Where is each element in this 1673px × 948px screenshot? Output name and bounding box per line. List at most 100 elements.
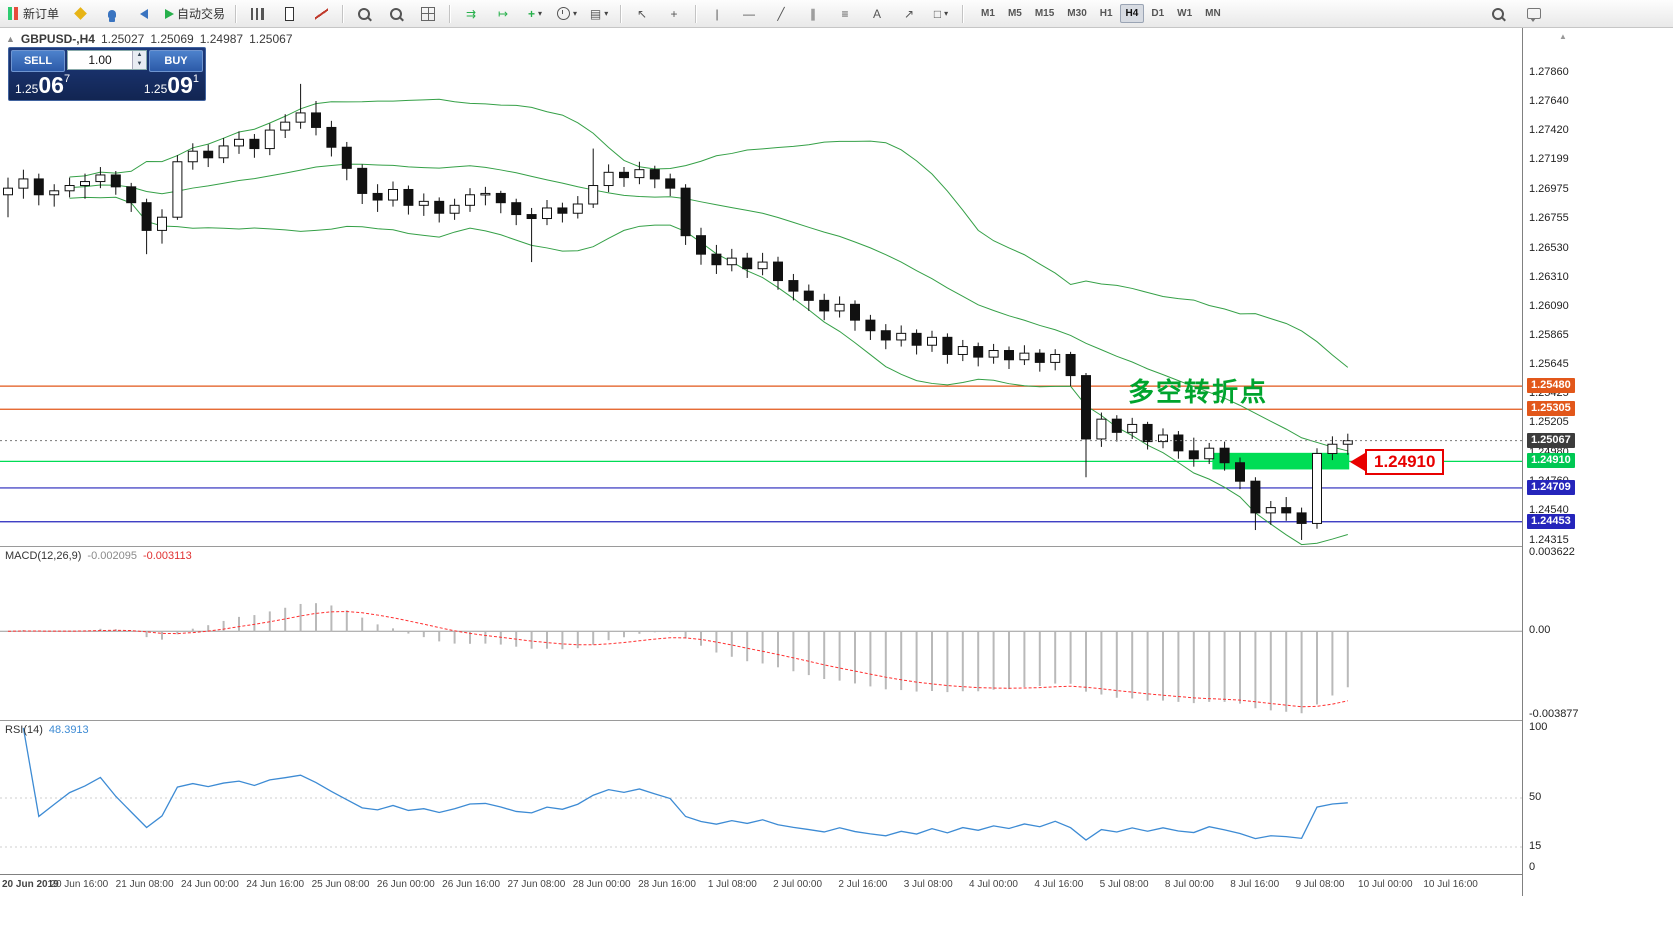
zoom-in-button[interactable]: [349, 2, 379, 26]
toolbar-separator: [449, 4, 451, 23]
bar-chart-icon: [250, 7, 264, 20]
candle-body: [572, 203, 583, 214]
price-axis[interactable]: ▲ 1.27860 1.27640 1.27420 1.27199 1.26975 1.2…: [1522, 28, 1673, 896]
candle-body: [1296, 512, 1307, 524]
candlestick-chart-canvas: [0, 83, 1522, 546]
price-badge: 1.25305: [1527, 401, 1575, 417]
candle-body: [526, 214, 537, 220]
shapes-button[interactable]: □ ▾: [926, 2, 956, 26]
rsi-panel[interactable]: RSI(14) 48.3913: [0, 720, 1673, 874]
tile-windows-button[interactable]: [413, 2, 443, 26]
timeframe-button-m5[interactable]: M5: [1007, 8, 1022, 19]
price-callout-label[interactable]: 1.24910: [1350, 449, 1445, 475]
arrows-button[interactable]: ↗: [894, 2, 924, 26]
tile-windows-icon: [421, 6, 436, 21]
vertical-line-button[interactable]: |: [702, 2, 732, 26]
candle-body: [511, 202, 522, 216]
candle-body: [18, 178, 29, 189]
macd-panel[interactable]: MACD(12,26,9) -0.002095 -0.003113: [0, 546, 1673, 720]
candle-body: [218, 145, 229, 159]
volume-up-icon[interactable]: ▲: [133, 51, 146, 60]
market-watch-button[interactable]: [65, 2, 95, 26]
fibonacci-button[interactable]: ≡: [830, 2, 860, 26]
bollinger-upper-band: [69, 98, 1349, 368]
ohlc-low: 1.24987: [199, 32, 244, 46]
bollinger-lower-band: [69, 196, 1348, 546]
sell-button[interactable]: SELL: [11, 50, 65, 72]
timeframe-button-m15[interactable]: M15: [1034, 8, 1055, 19]
cursor-button[interactable]: ↖: [627, 2, 657, 26]
candle-body: [49, 190, 60, 196]
timeframe-button-m30[interactable]: M30: [1067, 8, 1087, 19]
new-order-button[interactable]: 新订单: [4, 2, 63, 26]
macd-signal-line: [7, 611, 1348, 708]
indicators-button[interactable]: + ▾: [520, 2, 550, 26]
buy-button[interactable]: BUY: [149, 50, 203, 72]
highlight-rectangle[interactable]: [1212, 452, 1350, 470]
candle-body: [280, 121, 291, 131]
templates-button[interactable]: ▤ ▾: [584, 2, 614, 26]
channel-button[interactable]: ∥: [798, 2, 828, 26]
periods-button[interactable]: ▾: [552, 2, 582, 26]
autotrading-button[interactable]: 自动交易: [161, 2, 229, 26]
candle-body: [341, 146, 352, 169]
candle-body: [588, 185, 599, 205]
time-label: 27 Jun 08:00: [507, 879, 566, 890]
auto-scroll-icon: ⇉: [466, 6, 477, 21]
bar-chart-button[interactable]: [242, 2, 272, 26]
candle-body: [942, 336, 953, 355]
chart-text-annotation[interactable]: 多空转折点: [1128, 377, 1269, 407]
timeframe-button-h4[interactable]: H4: [1119, 4, 1145, 23]
zoom-out-button[interactable]: [381, 2, 411, 26]
price-tick: 1.25865: [1529, 329, 1569, 342]
navigator-button[interactable]: [97, 2, 127, 26]
chat-button[interactable]: [1519, 2, 1549, 26]
auto-scroll-button[interactable]: ⇉: [456, 2, 486, 26]
timeframe-button-w1[interactable]: W1: [1177, 8, 1193, 19]
chevron-down-icon: ▾: [573, 9, 578, 18]
volume-value[interactable]: 1.00: [88, 53, 112, 67]
main-chart[interactable]: ▲ GBPUSD-,H4 1.25027 1.25069 1.24987 1.2…: [0, 28, 1522, 546]
candle-body: [819, 299, 830, 312]
candle-body: [3, 187, 13, 196]
search-button[interactable]: [1483, 2, 1513, 26]
time-label: 28 Jun 00:00: [572, 879, 631, 890]
new-order-label: 新订单: [23, 7, 60, 21]
zoom-in-icon: [358, 7, 371, 20]
toolbar-separator: [235, 4, 237, 23]
timeframe-button-d1[interactable]: D1: [1151, 8, 1165, 19]
time-label: 2 Jul 00:00: [773, 879, 823, 890]
timeframe-button-h1[interactable]: H1: [1099, 8, 1113, 19]
volume-stepper[interactable]: 1.00 ▲ ▼: [67, 50, 147, 70]
text-button[interactable]: A: [862, 2, 892, 26]
candle-body: [1342, 440, 1353, 445]
volume-spin[interactable]: ▲ ▼: [132, 51, 146, 69]
search-icon: [1492, 7, 1504, 20]
timeframe-button-m1[interactable]: M1: [981, 8, 995, 19]
candle-body: [234, 138, 244, 147]
crosshair-button[interactable]: +: [659, 2, 689, 26]
trendline-button[interactable]: ╱: [766, 2, 796, 26]
line-chart-button[interactable]: [306, 2, 336, 26]
candle-body: [1188, 450, 1199, 460]
terminal-button[interactable]: [129, 2, 159, 26]
macd-axis-label: 0.003622: [1529, 546, 1575, 558]
horizontal-line-icon: —: [743, 6, 756, 21]
chevron-down-icon: ▾: [538, 9, 543, 18]
terminal-icon: [140, 8, 149, 19]
candle-body: [1127, 423, 1138, 433]
candlestick-chart-button[interactable]: [274, 2, 304, 26]
horizontal-line-button[interactable]: —: [734, 2, 764, 26]
time-axis[interactable]: 20 Jun 2019 20 Jun 16:00 21 Jun 08:00 24 Ju…: [0, 874, 1673, 896]
candle-body: [1081, 375, 1091, 440]
candle-body: [326, 126, 337, 148]
timeframe-button-mn[interactable]: MN: [1205, 8, 1221, 19]
chart-shift-button[interactable]: ↦: [488, 2, 518, 26]
candle-body: [434, 200, 445, 214]
volume-down-icon[interactable]: ▼: [133, 60, 146, 69]
price-badge: 1.24709: [1527, 479, 1575, 495]
rsi-label: RSI(14): [5, 724, 43, 736]
cursor-icon: ↖: [637, 6, 648, 21]
bid-pip-digit: 7: [63, 73, 71, 85]
candle-body: [64, 185, 75, 192]
